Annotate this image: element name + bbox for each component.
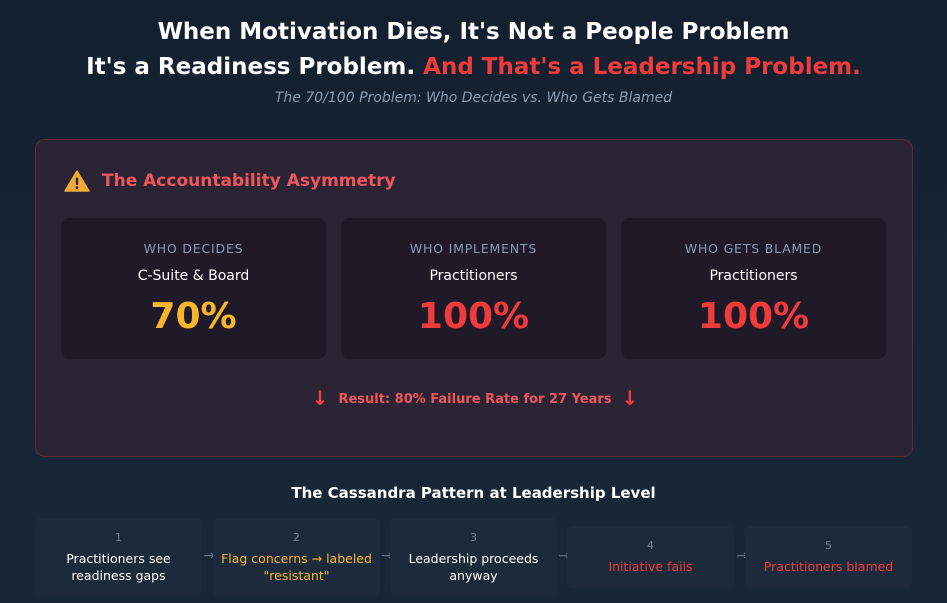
subtitle: The 70/100 Problem: Who Decides vs. Who … [274,90,673,106]
step-number: 2 [293,530,300,544]
main-title-line-2: It's a Readiness Problem. And That's a L… [0,50,947,84]
card-value: 100% [697,296,810,337]
step-text: Flag concerns → labeled "resistant" [221,550,372,583]
step-number: 4 [647,539,654,552]
title-white-part: It's a Readiness Problem. [86,54,416,80]
card-who: C-Suite & Board [137,268,250,284]
accountability-panel: The Accountability Asymmetry WHO DECIDES… [35,139,913,457]
card-who: Practitioners [709,268,798,284]
pattern-title: The Cassandra Pattern at Leadership Leve… [291,484,656,502]
pattern-step-1: 1 Practitioners see readiness gaps [35,518,202,596]
step-text: Practitioners blamed [763,559,894,574]
card-who-decides: WHO DECIDES C-Suite & Board 70% [61,218,326,359]
pattern-step-4: 4 Initiative fails [567,526,734,588]
pattern-step-3: 3 Leadership proceeds anyway [390,518,557,596]
right-arrow-icon: → [203,548,215,564]
panel-header: The Accountability Asymmetry [64,170,396,192]
result-text: Result: 80% Failure Rate for 27 Years [338,392,612,407]
card-who-implements: WHO IMPLEMENTS Practitioners 100% [341,218,606,359]
card-who: Practitioners [429,268,518,284]
pattern-step-5: 5 Practitioners blamed [745,526,912,588]
card-label: WHO DECIDES [143,241,244,256]
step-number: 1 [115,530,122,544]
card-value: 100% [417,296,530,337]
down-arrow-icon: ↓ [311,386,329,410]
down-arrow-icon: ↓ [621,386,639,410]
right-arrow-icon: → [558,548,570,564]
warning-icon [64,170,90,192]
pattern-step-2: 2 Flag concerns → labeled "resistant" [213,518,380,596]
right-arrow-icon: → [736,548,748,564]
step-number: 5 [825,539,832,552]
card-label: WHO IMPLEMENTS [409,241,538,256]
step-text: Practitioners see readiness gaps [66,550,171,583]
step-number: 3 [470,530,477,544]
main-title-line-1: When Motivation Dies, It's Not a People … [157,19,790,45]
step-text: Initiative fails [608,559,693,574]
card-who-gets-blamed: WHO GETS BLAMED Practitioners 100% [621,218,886,359]
result-line: ↓ Result: 80% Failure Rate for 27 Years ↓ [36,386,914,410]
step-text: Leadership proceeds anyway [408,550,539,583]
right-arrow-icon: → [381,548,393,564]
card-label: WHO GETS BLAMED [684,241,823,256]
panel-title: The Accountability Asymmetry [102,171,396,191]
card-value: 70% [150,296,237,337]
title-red-part: And That's a Leadership Problem. [423,54,861,80]
